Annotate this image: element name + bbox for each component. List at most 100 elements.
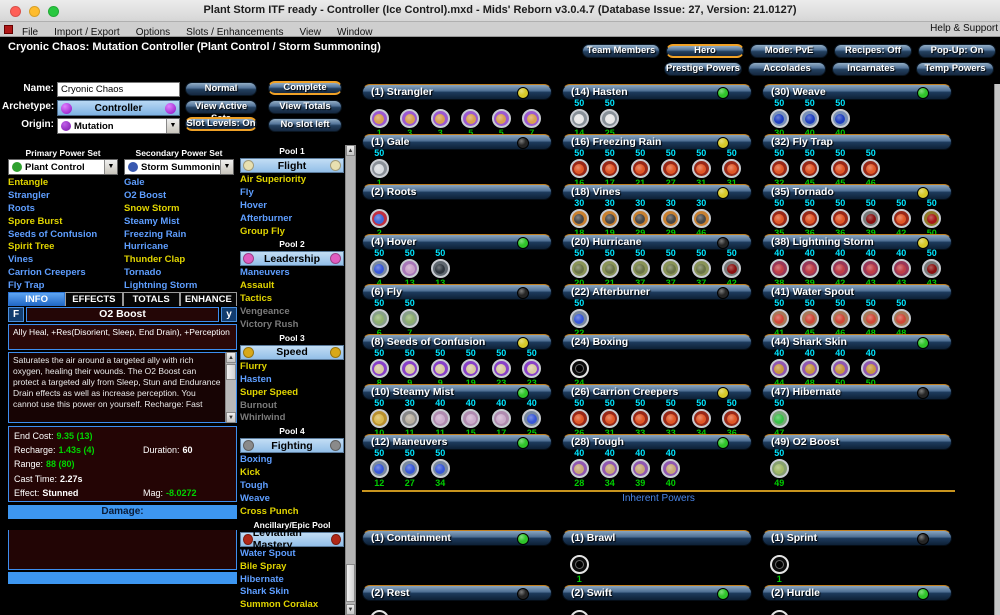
dropdown-arrow-icon[interactable]: ▼ <box>166 119 179 133</box>
enhancement-slot[interactable]: 50 50 <box>917 199 948 238</box>
enhancement-icon[interactable] <box>661 459 681 478</box>
accolades-button[interactable]: Accolades <box>748 62 826 76</box>
enhancement-icon[interactable] <box>769 409 789 428</box>
enhancement-slot[interactable]: 50 9 <box>425 349 456 388</box>
enhancement-icon[interactable] <box>691 209 711 228</box>
enhancement-slot[interactable]: 50 49 <box>764 449 795 488</box>
enhancement-icon[interactable] <box>630 209 650 228</box>
enhancement-slot[interactable]: 40 40 <box>656 449 687 488</box>
power-bar-sprint[interactable]: (1) Sprint <box>762 530 952 546</box>
enhancement-slot[interactable]: 2 <box>364 199 395 238</box>
enhancement-icon[interactable] <box>661 259 681 278</box>
enhancement-icon[interactable] <box>630 459 650 478</box>
enhancement-slot[interactable]: 50 40 <box>795 99 826 138</box>
pool-power-tough[interactable]: Tough <box>240 480 269 492</box>
enhancement-icon[interactable] <box>630 259 650 278</box>
enhancement-icon[interactable] <box>369 309 389 328</box>
menu-item-options[interactable]: Options <box>135 27 171 38</box>
pool-power-summon-coralax[interactable]: Summon Coralax <box>240 599 319 611</box>
enhancement-slot[interactable] <box>764 600 795 615</box>
enhancement-icon[interactable] <box>569 209 589 228</box>
enhancement-icon[interactable] <box>400 259 420 278</box>
description-scrollbar[interactable]: ▲ ▼ <box>225 352 236 423</box>
enhancement-icon[interactable] <box>522 359 542 378</box>
enhancement-slot[interactable]: 50 23 <box>517 349 548 388</box>
enhancement-icon[interactable] <box>691 259 711 278</box>
pool-power-water-spout[interactable]: Water Spout <box>240 547 296 559</box>
primary-powerset-select[interactable]: Plant Control ▼ <box>8 159 118 175</box>
pool-power-vengeance[interactable]: Vengeance <box>240 306 290 318</box>
enhancement-slot[interactable]: 50 25 <box>595 99 626 138</box>
power-bar-water-spout[interactable]: (41) Water Spout <box>762 284 952 300</box>
enhancement-slot[interactable]: 50 4 <box>364 249 395 288</box>
enhancement-icon[interactable] <box>830 309 850 328</box>
powerset-power-o2-boost[interactable]: O2 Boost <box>124 189 167 201</box>
enhancement-icon[interactable] <box>800 109 820 128</box>
pool-power-maneuvers[interactable]: Maneuvers <box>240 267 290 279</box>
enhancement-slot[interactable]: 50 37 <box>656 249 687 288</box>
enhancement-slot[interactable]: 1 <box>364 99 395 138</box>
enhancement-slot[interactable]: 40 34 <box>595 449 626 488</box>
enhancement-slot[interactable]: 1 <box>764 545 795 584</box>
view-totals-button[interactable]: View Totals <box>268 100 342 114</box>
powerset-power-gale[interactable]: Gale <box>124 177 145 188</box>
enhancement-slot[interactable]: 50 33 <box>625 399 656 438</box>
enhancement-slot[interactable]: 40 38 <box>764 249 795 288</box>
power-bar-hurricane[interactable]: (20) Hurricane <box>562 234 752 250</box>
menu-item-file[interactable]: File <box>22 27 39 38</box>
enhancement-icon[interactable] <box>630 159 650 178</box>
enhancement-icon[interactable] <box>922 209 942 228</box>
power-bar-swift[interactable]: (2) Swift <box>562 585 752 601</box>
power-bar-seeds-of-confusion[interactable]: (8) Seeds of Confusion <box>362 334 552 350</box>
enhancement-icon[interactable] <box>491 109 511 128</box>
enhancement-slot[interactable]: 40 25 <box>517 399 548 438</box>
pool-power-fly[interactable]: Fly <box>240 186 254 198</box>
enhancement-icon[interactable] <box>800 259 820 278</box>
menu-item-slots-enhancements[interactable]: Slots / Enhancements <box>186 27 284 38</box>
enhancement-icon[interactable] <box>861 209 881 228</box>
enhancement-slot[interactable]: 50 17 <box>595 149 626 188</box>
enhancement-slot[interactable]: 50 43 <box>917 249 948 288</box>
pool-power-victory-rush[interactable]: Victory Rush <box>240 319 299 331</box>
enhancement-icon[interactable] <box>800 309 820 328</box>
enhancement-slot[interactable]: 50 42 <box>717 249 748 288</box>
enhancement-slot[interactable]: 50 45 <box>825 149 856 188</box>
pool-scrollbar[interactable]: ▲ ▼ <box>345 145 356 615</box>
powerset-power-spirit-tree[interactable]: Spirit Tree <box>8 241 55 253</box>
enhancement-slot[interactable]: 50 20 <box>564 249 595 288</box>
enhancement-slot[interactable]: 50 27 <box>395 449 426 488</box>
enhancement-icon[interactable] <box>461 109 481 128</box>
enhancement-icon[interactable] <box>569 159 589 178</box>
pool-power-super-speed[interactable]: Super Speed <box>240 386 299 398</box>
enhancement-slot[interactable]: 40 43 <box>856 249 887 288</box>
enhancement-slot[interactable]: 50 42 <box>886 199 917 238</box>
pool-power-kick[interactable]: Kick <box>240 467 261 479</box>
empty-slot-icon[interactable] <box>569 359 589 378</box>
enhancement-slot[interactable]: 50 36 <box>825 199 856 238</box>
enhancement-icon[interactable] <box>600 159 620 178</box>
powerset-power-entangle[interactable]: Entangle <box>8 177 49 188</box>
enhancement-slot[interactable]: 40 50 <box>825 349 856 388</box>
pool-power-group-fly[interactable]: Group Fly <box>240 225 285 237</box>
power-bar-maneuvers[interactable]: (12) Maneuvers <box>362 434 552 450</box>
empty-slot-icon[interactable] <box>769 610 789 615</box>
pool-header-flight[interactable]: Flight <box>240 158 344 173</box>
pool-power-shark-skin[interactable]: Shark Skin <box>240 586 290 598</box>
enhancement-slot[interactable]: 50 37 <box>686 249 717 288</box>
enhancement-icon[interactable] <box>522 409 542 428</box>
enhancement-slot[interactable]: 50 31 <box>686 149 717 188</box>
team-members-button[interactable]: Team Members <box>582 44 660 58</box>
enhancement-slot[interactable]: 50 48 <box>886 299 917 338</box>
power-bar-gale[interactable]: (1) Gale <box>362 134 552 150</box>
power-bar-tough[interactable]: (28) Tough <box>562 434 752 450</box>
enhancement-icon[interactable] <box>630 409 650 428</box>
view-active-sets-button[interactable]: View Active Sets <box>185 100 257 124</box>
temp-powers-button[interactable]: Temp Powers <box>916 62 994 76</box>
close-window-button[interactable] <box>10 6 21 17</box>
enhancement-slot[interactable]: 50 6 <box>364 299 395 338</box>
y-button[interactable]: y <box>221 307 237 322</box>
enhancement-slot[interactable]: 5 <box>456 99 487 138</box>
enhancement-slot[interactable]: 50 16 <box>564 149 595 188</box>
enhancement-slot[interactable]: 40 48 <box>795 349 826 388</box>
enhancement-slot[interactable]: 50 13 <box>425 249 456 288</box>
